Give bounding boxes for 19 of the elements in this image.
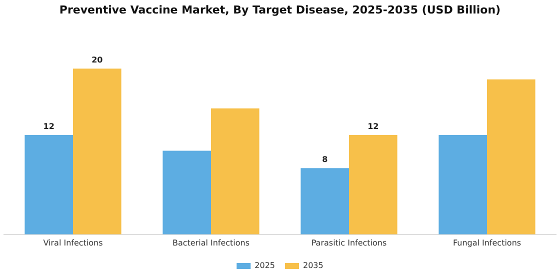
x-tick-label: Fungal Infections xyxy=(452,238,522,248)
data-label: 8 xyxy=(322,155,328,164)
legend-label: 2025 xyxy=(254,261,275,270)
bar xyxy=(349,134,398,234)
data-label: 12 xyxy=(43,122,54,132)
data-label: 20 xyxy=(92,56,104,65)
chart-title: Preventive Vaccine Market, By Target Disease, 2025-2035 (USD Billion) xyxy=(59,3,501,16)
x-tick-label: Parasitic Infections xyxy=(311,238,387,248)
bar xyxy=(487,79,536,234)
legend-label: 2035 xyxy=(303,261,324,270)
bar xyxy=(211,108,260,234)
data-label: 12 xyxy=(368,122,379,132)
bar xyxy=(73,68,122,234)
bar xyxy=(24,134,73,234)
bar xyxy=(300,168,349,234)
bar xyxy=(438,134,487,234)
x-tick-label: Viral Infections xyxy=(43,238,103,248)
bar xyxy=(162,150,211,234)
x-tick-label: Bacterial Infections xyxy=(172,238,250,248)
